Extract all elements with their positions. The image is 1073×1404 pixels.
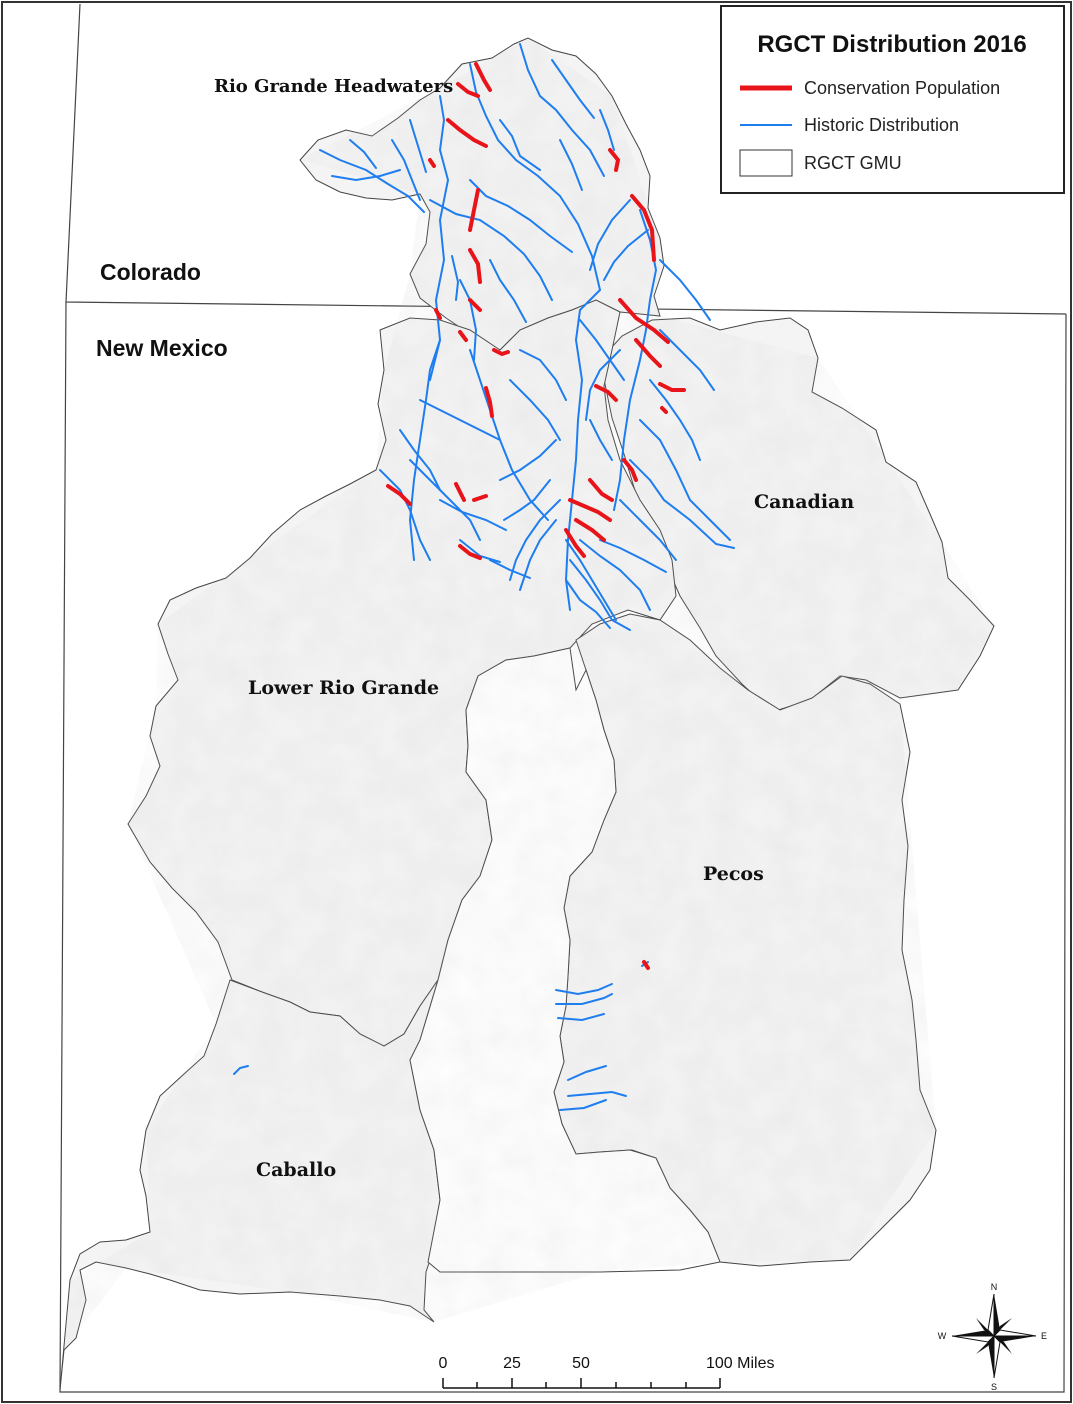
state-boundaries: [59, 3, 1067, 1393]
legend-historic-label: Historic Distribution: [804, 115, 959, 135]
scale-bar: 0 25 50 100 Miles: [439, 1355, 774, 1389]
gmu-label-canadian: Canadian: [754, 491, 854, 513]
compass-s: S: [991, 1382, 997, 1392]
gmu-label-caballo: Caballo: [256, 1159, 336, 1181]
scale-tick-100: 100 Miles: [706, 1355, 774, 1372]
conservation-population: [386, 62, 686, 970]
compass-n: N: [991, 1282, 998, 1292]
north-arrow-icon: N S E W: [938, 1282, 1047, 1392]
scale-tick-0: 0: [439, 1355, 448, 1372]
state-label-colorado: Colorado: [100, 259, 201, 285]
historic-distribution: [233, 43, 735, 1111]
gmu-label-lower-rio-grande: Lower Rio Grande: [248, 677, 439, 699]
legend-conservation-label: Conservation Population: [804, 78, 1000, 98]
relief-texture: [64, 38, 994, 1350]
gmu-label-pecos: Pecos: [703, 863, 764, 885]
legend-gmu-symbol: [739, 149, 793, 177]
scale-tick-25: 25: [503, 1355, 521, 1372]
compass-w: W: [938, 1331, 947, 1341]
compass-e: E: [1041, 1331, 1047, 1341]
new-mexico-boundary: [59, 301, 1067, 1393]
state-label-new-mexico: New Mexico: [96, 335, 228, 361]
legend-title: RGCT Distribution 2016: [757, 31, 1026, 58]
scale-tick-50: 50: [572, 1355, 590, 1372]
scale-ticks: [442, 1378, 721, 1388]
legend-gmu-label: RGCT GMU: [804, 153, 902, 173]
gmu-label-headwaters: Rio Grande Headwaters: [214, 76, 453, 97]
legend: RGCT Distribution 2016 Conservation Popu…: [720, 5, 1065, 194]
